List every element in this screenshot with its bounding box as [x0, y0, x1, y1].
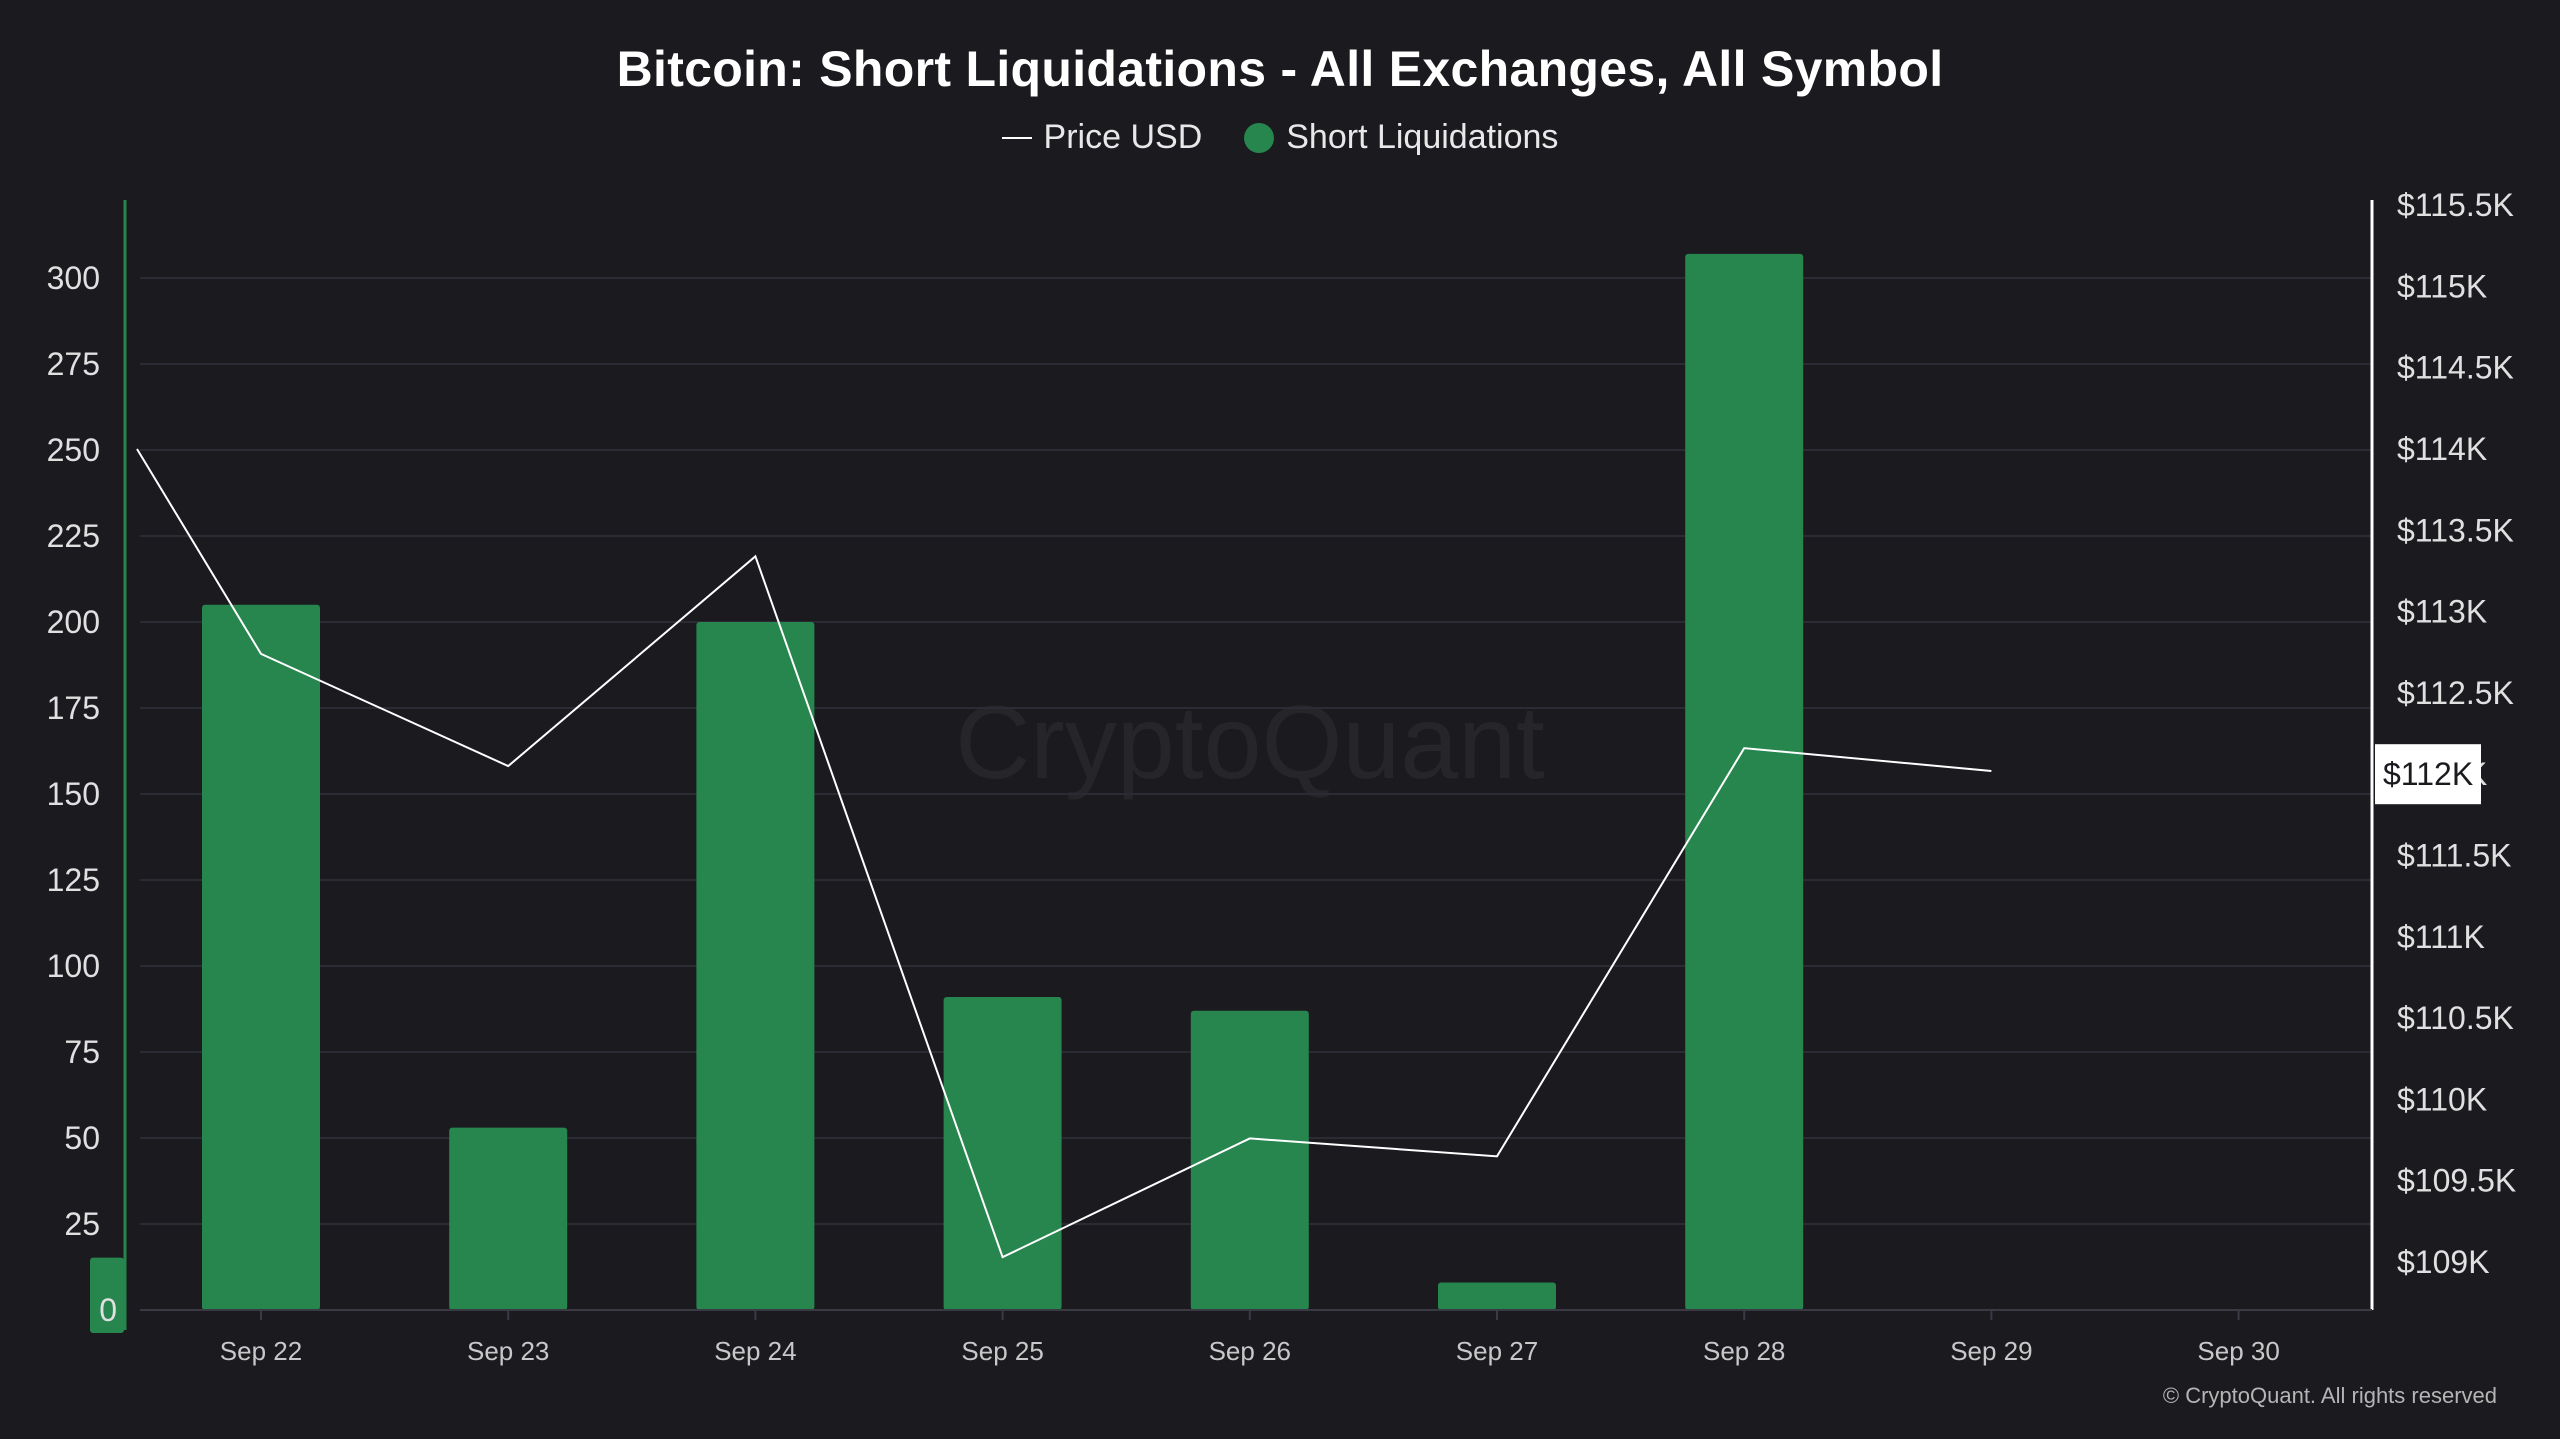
bar-sep-28[interactable] [1685, 253, 1804, 1310]
bar-sep-24[interactable] [696, 622, 815, 1310]
y-left-tick-label: 0 [99, 1292, 117, 1328]
y-left-tick-label: 25 [64, 1206, 100, 1242]
current-price-tag-box [2375, 744, 2481, 805]
y-right-tick-label: $113K [2397, 594, 2487, 630]
y-left-tick-label: 125 [47, 862, 100, 898]
y-right-tick-label: $109K [2397, 1244, 2490, 1280]
y-left-tick-label: 150 [47, 776, 100, 812]
bar-sep-25[interactable] [943, 996, 1062, 1310]
y-left-tick-label: 175 [47, 690, 100, 726]
current-price-tag-label: $112K [2383, 756, 2473, 792]
y-right-tick-label: $112.5K [2397, 675, 2514, 711]
y-left-tick-label: 200 [47, 604, 100, 640]
axes [123, 200, 2374, 1330]
y-right-tick-label: $111K [2397, 919, 2485, 955]
price-line-series [136, 448, 1992, 1259]
legend-item-short-liquidations[interactable]: Short Liquidations [1244, 118, 1558, 157]
x-tick-label: Sep 23 [467, 1336, 549, 1366]
y-right-tick-label: $110.5K [2397, 1000, 2514, 1036]
x-tick-label: Sep 30 [2197, 1336, 2279, 1366]
x-tick-label: Sep 28 [1703, 1336, 1785, 1366]
legend-label-short-liquidations: Short Liquidations [1286, 118, 1559, 156]
legend-item-price[interactable]: Price USD [1001, 118, 1203, 157]
y-left-tick-label: 225 [47, 518, 100, 554]
x-tick-label: Sep 25 [961, 1336, 1043, 1366]
y-axis-right-ticks: $109K $109.5K $110K $110.5K $111K $111.5K $112… [2397, 187, 2516, 1280]
bar-sep-23[interactable] [449, 1127, 568, 1310]
watermark-text: CryptoQuant [955, 685, 1545, 801]
chart-title: Bitcoin: Short Liquidations - All Exchan… [616, 41, 1944, 97]
x-tick-label: Sep 26 [1209, 1336, 1291, 1366]
current-price-tag: $112K [2375, 744, 2481, 805]
y-right-tick-label: $114.5K [2397, 350, 2514, 386]
y-left-tick-label: 300 [47, 260, 100, 296]
copyright-text: © CryptoQuant. All rights reserved [2163, 1383, 2497, 1408]
x-tick-label: Sep 24 [714, 1336, 796, 1366]
x-tick-label: Sep 27 [1456, 1336, 1538, 1366]
x-tick-label: Sep 29 [1950, 1336, 2032, 1366]
y-right-tick-label: $109.5K [2397, 1163, 2516, 1199]
bar-sep-27[interactable] [1438, 1282, 1556, 1310]
legend: Price USD Short Liquidations [0, 118, 2560, 157]
bar-series [90, 253, 1804, 1333]
y-left-tick-label: 75 [64, 1034, 100, 1070]
y-left-tick-label: 250 [47, 432, 100, 468]
bar-sep-21[interactable] [90, 1257, 124, 1333]
x-tick-label: Sep 22 [220, 1336, 302, 1366]
legend-dot-swatch [1244, 122, 1275, 153]
y-axis-left-ticks: 0 25 50 75 100 125 150 175 200 225 250 275 300 [47, 260, 117, 1328]
y-right-tick-label: $114K [2397, 431, 2487, 467]
bar-sep-26[interactable] [1190, 1010, 1309, 1310]
y-right-tick-label: $111.5K [2397, 838, 2511, 874]
y-left-tick-label: 275 [47, 346, 100, 382]
y-right-tick-label: $115.5K [2397, 187, 2514, 223]
bar-sep-22[interactable] [202, 604, 320, 1310]
legend-line-swatch [1001, 136, 1032, 139]
y-right-tick-label: $113.5K [2397, 512, 2514, 548]
legend-label-price: Price USD [1043, 118, 1203, 156]
y-left-tick-label: 100 [47, 948, 100, 984]
y-right-tick-label: $110K [2397, 1081, 2487, 1117]
y-left-tick-label: 50 [64, 1120, 100, 1156]
x-axis-ticks: Sep 22 Sep 23 Sep 24 Sep 25 Sep 26 Sep 27 Sep … [220, 1310, 2280, 1366]
price-line[interactable] [136, 448, 1992, 1259]
y-right-tick-label: $115K [2397, 268, 2487, 304]
